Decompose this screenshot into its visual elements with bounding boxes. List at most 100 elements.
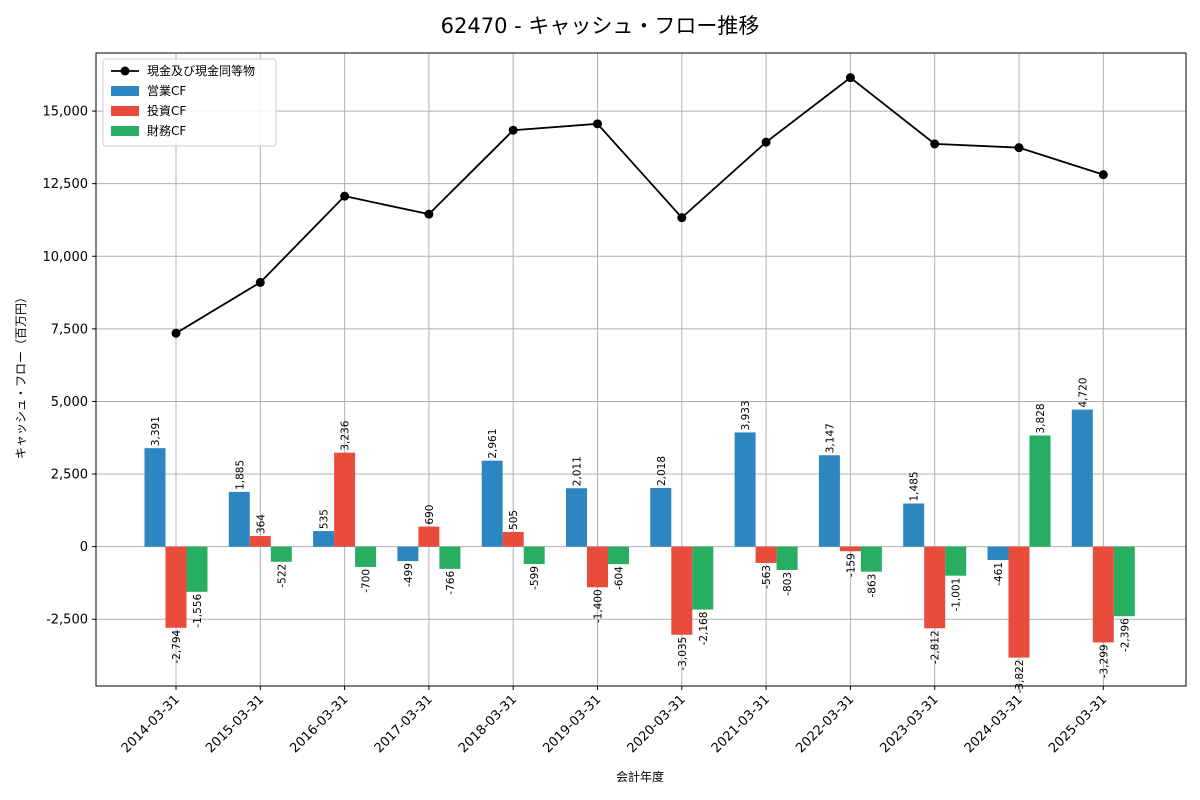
y-tick-label: 10,000 (43, 250, 89, 265)
bar-value-label: 2,011 (572, 456, 584, 486)
bar-投資CF-2017-03-31 (418, 526, 440, 547)
bar-value-label: -863 (866, 574, 878, 598)
cash-point-2018-03-31 (508, 125, 518, 135)
bar-営業CF-2024-03-31 (987, 546, 1009, 561)
cash-point-2024-03-31 (1014, 143, 1024, 153)
bar-value-label: -604 (614, 566, 626, 590)
bar-labels: 3,391 1,885 535 -499 2,961 2,011 2,018 3,933 3,1… (150, 378, 1131, 694)
bar-value-label: -1,400 (593, 589, 605, 623)
bar-営業CF-2020-03-31 (650, 488, 672, 547)
y-tick-label: 7,500 (51, 322, 88, 337)
bar-value-label: 3,147 (824, 423, 836, 453)
y-tick-label: 5,000 (51, 395, 88, 410)
bar-value-label: -2,168 (698, 612, 710, 646)
bar-value-label: 1,485 (909, 471, 921, 501)
x-tick-label: 2021-03-31 (709, 692, 773, 756)
bar-財務CF-2023-03-31 (945, 546, 967, 576)
bar-value-label: 505 (508, 510, 520, 530)
cash-point-2025-03-31 (1098, 170, 1108, 180)
bar-value-label: -522 (276, 564, 288, 588)
bar-投資CF-2020-03-31 (671, 546, 693, 635)
plot-frame (95, 52, 1187, 687)
bar-営業CF-2016-03-31 (313, 531, 335, 547)
cash-point-2017-03-31 (424, 209, 434, 219)
cash-point-2023-03-31 (930, 139, 940, 149)
y-tick-label: 12,500 (43, 177, 89, 192)
legend-swatch (111, 86, 139, 96)
bar-営業CF-2023-03-31 (903, 503, 925, 547)
legend-box (102, 58, 277, 147)
bar-投資CF-2024-03-31 (1008, 546, 1030, 658)
bar-value-label: -159 (845, 553, 857, 577)
x-tick-label: 2020-03-31 (625, 692, 689, 756)
bar-value-label: 3,933 (740, 400, 752, 430)
x-tick-label: 2023-03-31 (877, 692, 941, 756)
bar-財務CF-2019-03-31 (608, 546, 629, 565)
bar-value-label: -563 (761, 565, 773, 589)
bar-value-label: -3,299 (1098, 644, 1110, 678)
bar-財務CF-2024-03-31 (1029, 435, 1051, 547)
bar-投資CF-2021-03-31 (755, 546, 777, 563)
cash-point-2014-03-31 (171, 328, 181, 338)
cash-point-2015-03-31 (255, 277, 265, 287)
cash-line (171, 73, 1108, 338)
x-axis-title: 会計年度 (616, 769, 664, 784)
bar-財務CF-2025-03-31 (1113, 546, 1135, 617)
bar-value-label: -599 (529, 566, 541, 590)
cash-point-2022-03-31 (845, 73, 855, 83)
bar-営業CF-2022-03-31 (818, 455, 840, 547)
bar-営業CF-2019-03-31 (566, 488, 587, 547)
bar-投資CF-2015-03-31 (249, 536, 271, 547)
bar-営業CF-2021-03-31 (734, 432, 756, 547)
bar-value-label: -499 (403, 563, 415, 587)
bar-営業CF-2018-03-31 (481, 460, 503, 547)
y-axis-title: キャッシュ・フロー（百万円） (14, 291, 28, 459)
bar-value-label: -803 (782, 572, 794, 596)
legend-swatch (111, 126, 139, 136)
x-tick-label: 2025-03-31 (1046, 692, 1110, 756)
bar-投資CF-2018-03-31 (502, 531, 524, 547)
x-tick-label: 2024-03-31 (962, 692, 1026, 756)
cash-point-2020-03-31 (677, 213, 687, 223)
bar-財務CF-2020-03-31 (692, 546, 714, 610)
bar-value-label: 4,720 (1077, 378, 1089, 408)
y-axis: -2,500 0 2,500 5,000 7,500 10,000 12,500 15,000 (43, 105, 96, 628)
bar-value-label: 535 (319, 509, 331, 529)
bar-財務CF-2014-03-31 (186, 546, 208, 592)
bar-value-label: 2,961 (487, 429, 499, 459)
bar-value-label: -2,794 (171, 629, 183, 663)
bar-value-label: 690 (424, 505, 436, 525)
bar-投資CF-2014-03-31 (165, 546, 187, 628)
bar-value-label: -3,822 (1014, 660, 1026, 694)
x-tick-label: 2019-03-31 (540, 692, 604, 756)
x-tick-label: 2017-03-31 (372, 692, 436, 756)
x-tick-label: 2014-03-31 (119, 692, 183, 756)
legend-label: 営業CF (147, 84, 186, 98)
bar-value-label: 2,018 (656, 456, 668, 486)
bar-value-label: -700 (361, 569, 373, 593)
bar-営業CF-2015-03-31 (228, 491, 250, 547)
x-tick-label: 2022-03-31 (793, 692, 857, 756)
x-tick-label: 2018-03-31 (456, 692, 520, 756)
bar-投資CF-2023-03-31 (924, 546, 946, 629)
bar-value-label: -461 (993, 562, 1005, 586)
y-tick-label: -2,500 (46, 613, 88, 628)
bar-投資CF-2016-03-31 (334, 452, 356, 547)
bar-営業CF-2017-03-31 (397, 546, 419, 562)
bar-投資CF-2022-03-31 (839, 546, 861, 552)
y-tick-label: 15,000 (43, 105, 89, 120)
y-tick-label: 2,500 (51, 468, 88, 483)
bar-財務CF-2016-03-31 (355, 546, 377, 567)
bars (144, 409, 1135, 658)
bar-財務CF-2015-03-31 (270, 546, 292, 562)
bar-value-label: -1,556 (192, 593, 204, 627)
x-axis: 2014-03-31 2015-03-31 2016-03-31 2017-03-31… (119, 686, 1110, 756)
bar-value-label: 364 (255, 514, 267, 534)
bar-value-label: 3,236 (340, 420, 352, 450)
bar-投資CF-2025-03-31 (1092, 546, 1114, 643)
bar-value-label: -1,001 (951, 578, 963, 612)
y-tick-label: 0 (80, 540, 88, 555)
bar-value-label: -3,035 (677, 637, 689, 671)
bar-財務CF-2021-03-31 (776, 546, 798, 570)
